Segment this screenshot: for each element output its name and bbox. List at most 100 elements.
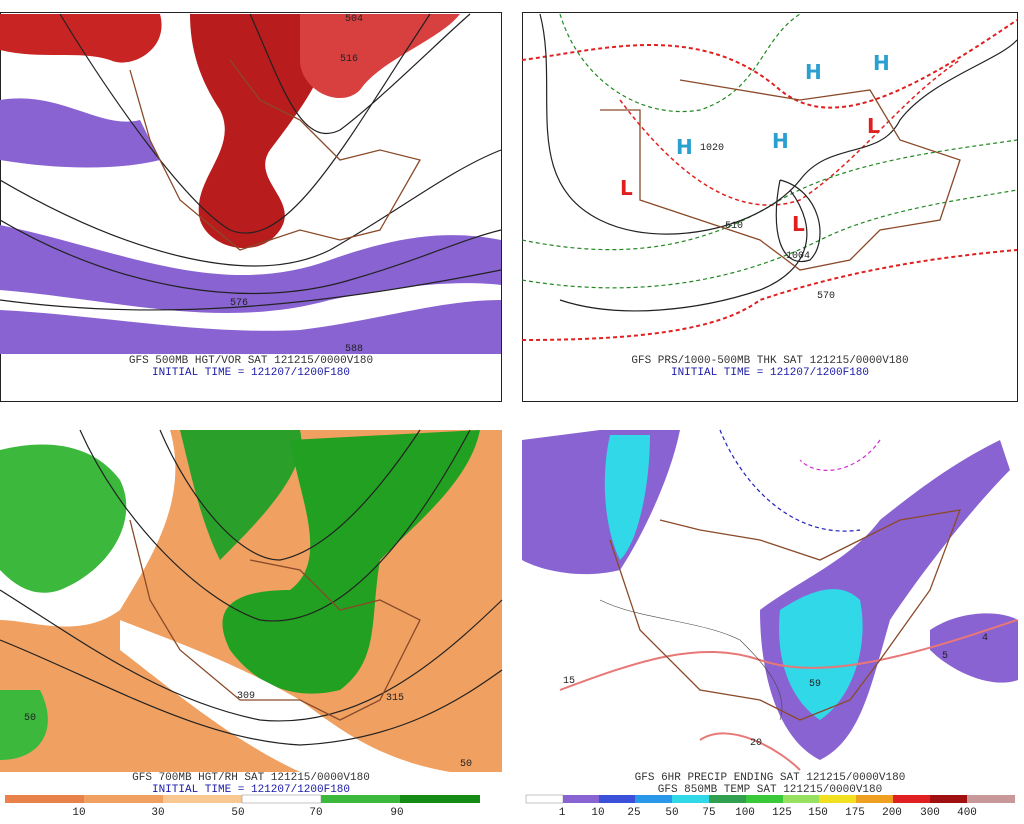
colorbar-swatch	[599, 795, 635, 803]
rh-band	[120, 620, 450, 772]
contour-label: 588	[345, 344, 363, 355]
thickness-line	[521, 249, 1018, 341]
precip-area	[779, 589, 863, 720]
vorticity-positive	[0, 14, 162, 63]
colorbar-swatch	[563, 795, 599, 803]
borders	[129, 519, 421, 721]
borders	[609, 509, 962, 721]
colorbar-label: 125	[772, 807, 792, 819]
thickness-line	[521, 139, 1018, 251]
precip-label: 59	[809, 679, 821, 690]
height-contour	[79, 429, 471, 622]
precip-label: 4	[982, 633, 988, 644]
thickness-line	[521, 19, 1018, 109]
colorbar-swatch	[746, 795, 783, 803]
rh-moist	[222, 430, 480, 694]
isotherm	[699, 732, 801, 771]
colorbar-label: 1	[559, 807, 566, 819]
colorbar-label: 50	[231, 807, 244, 819]
colorbar-swatch	[84, 795, 163, 803]
colorbar-swatch	[930, 795, 967, 803]
caption: GFS 700MB HGT/RH SAT 121215/0000V180	[132, 772, 370, 784]
caption: GFS PRS/1000-500MB THK SAT 121215/0000V1…	[631, 355, 908, 367]
thickness-label: 570	[817, 291, 835, 302]
panel-precip: 20 15 59 5 4 GFS 6HR PRECIP ENDING SAT 1…	[522, 429, 1018, 819]
colorbar-label: 50	[665, 807, 678, 819]
panel-pressure-thickness: H H H H L L L 1020 1004 570 510 GFS PRS/…	[521, 12, 1018, 402]
isotherm	[799, 439, 881, 471]
height-contour	[0, 269, 502, 311]
isobar-label: 1004	[786, 251, 810, 262]
colorbar-swatch	[856, 795, 893, 803]
isobar	[775, 179, 821, 263]
caption: INITIAL TIME = 121207/1200F180	[671, 367, 869, 379]
colorbar-label: 70	[309, 807, 322, 819]
colorbar: 10 30 50 70 90	[5, 794, 480, 819]
colorbar-label: 10	[72, 807, 85, 819]
thickness-line	[559, 13, 801, 112]
contour-label: 309	[237, 691, 255, 702]
vorticity-positive	[300, 14, 460, 99]
colorbar-swatch	[321, 795, 400, 803]
precip-label: 5	[942, 651, 948, 662]
colorbar-swatch	[967, 795, 1015, 803]
colorbar-swatch	[5, 795, 84, 803]
colorbar-label: 300	[920, 807, 940, 819]
temp-label: 20	[750, 738, 762, 749]
colorbar-swatch	[783, 795, 819, 803]
colorbar-swatch	[672, 795, 709, 803]
vorticity-positive	[190, 14, 332, 249]
rh-label: 50	[460, 759, 472, 770]
precip-area	[604, 435, 650, 560]
vorticity-negative	[0, 225, 501, 354]
caption: GFS 500MB HGT/VOR SAT 121215/0000V180	[129, 355, 373, 367]
caption: INITIAL TIME = 121207/1200F180	[152, 784, 350, 796]
colorbar-swatch	[400, 795, 480, 803]
caption: GFS 850MB TEMP SAT 121215/0000V180	[658, 784, 882, 796]
high-pressure: H	[873, 51, 890, 75]
coastline	[129, 59, 421, 251]
panel-frame	[522, 12, 1018, 402]
colorbar-swatch	[635, 795, 672, 803]
colorbar-swatch	[241, 794, 322, 804]
contour-label: 504	[345, 14, 363, 25]
caption: INITIAL TIME = 121207/1200F180	[152, 367, 350, 379]
height-contour	[0, 149, 502, 267]
low-pressure: L	[620, 176, 633, 200]
high-pressure: H	[772, 129, 789, 153]
height-contour	[0, 639, 503, 746]
colorbar: 1 10 25 50 75 100 125 150 175 200 300 40…	[525, 794, 1015, 819]
height-contour	[159, 429, 421, 561]
colorbar-swatch	[525, 794, 564, 804]
colorbar-label: 400	[957, 807, 977, 819]
rh-moist	[0, 444, 127, 593]
panel-500mb: 504 516 576 588 GFS 500MB HGT/VOR SAT 12…	[0, 12, 502, 402]
caption: GFS 6HR PRECIP ENDING SAT 121215/0000V18…	[635, 772, 906, 784]
colorbar-label: 25	[627, 807, 640, 819]
colorbar-label: 10	[591, 807, 604, 819]
contour-label: 576	[230, 298, 248, 309]
high-pressure: H	[676, 135, 693, 159]
contour-label: 516	[340, 54, 358, 65]
panel-700mb: 309 315 50 50 GFS 700MB HGT/RH SAT 12121…	[0, 429, 503, 819]
low-pressure: L	[867, 114, 880, 138]
colorbar-label: 90	[390, 807, 403, 819]
isobar	[559, 189, 808, 312]
colorbar-label: 30	[151, 807, 164, 819]
rh-label: 50	[24, 713, 36, 724]
colorbar-swatch	[893, 795, 930, 803]
colorbar-label: 100	[735, 807, 755, 819]
colorbar-label: 75	[702, 807, 715, 819]
colorbar-swatch	[709, 795, 746, 803]
borders	[600, 79, 961, 271]
vorticity-gap	[0, 283, 501, 331]
colorbar-label: 175	[845, 807, 865, 819]
isotherm	[559, 619, 1018, 691]
height-contour	[0, 219, 502, 295]
thickness-line	[619, 59, 961, 206]
isobar-label: 1020	[700, 143, 724, 154]
rh-moist	[180, 430, 302, 560]
colorbar-label: 150	[808, 807, 828, 819]
high-pressure: H	[805, 60, 822, 84]
low-pressure: L	[792, 212, 805, 236]
